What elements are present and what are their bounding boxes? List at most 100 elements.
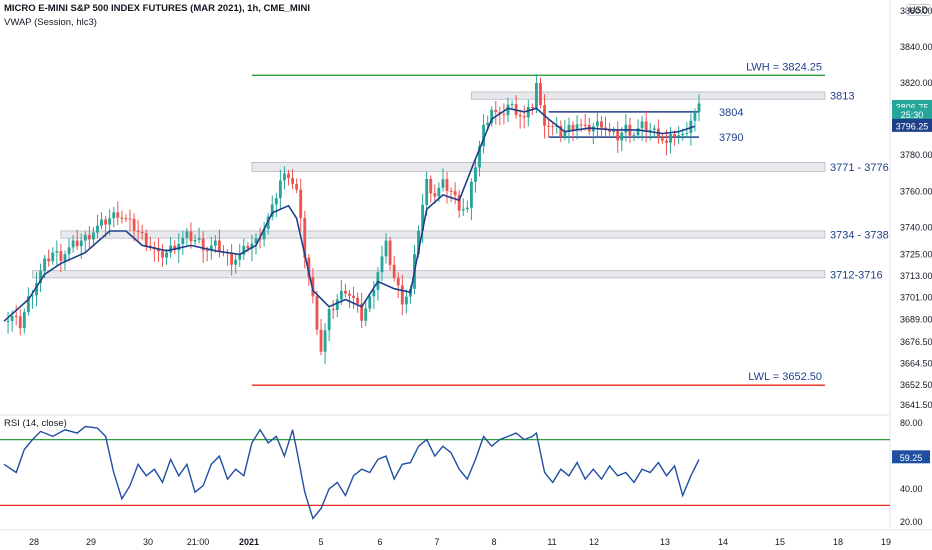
candle-body	[100, 219, 103, 226]
candle-body	[404, 296, 408, 305]
candle-body	[400, 285, 404, 305]
candle-body	[356, 297, 360, 304]
candle-body	[575, 124, 579, 131]
candle-body	[120, 217, 124, 219]
candle-body	[331, 309, 335, 311]
candle-body	[457, 195, 461, 211]
candle-body	[559, 125, 563, 137]
price-tick-label: 3820.00	[900, 78, 932, 88]
candle-body	[685, 132, 689, 134]
candle-body	[234, 259, 238, 265]
candle-body	[165, 252, 168, 258]
candle-body	[677, 135, 681, 137]
candle-body	[157, 249, 160, 252]
candle-body	[343, 290, 347, 294]
candle-body	[620, 132, 624, 141]
candle-body	[510, 104, 514, 106]
candle-body	[35, 283, 38, 296]
candle-body	[217, 240, 221, 253]
candle-body	[518, 114, 522, 117]
level-label: LWH = 3824.25	[746, 61, 822, 73]
candle-body	[75, 240, 79, 247]
candle-body	[433, 193, 437, 197]
candle-body	[624, 124, 628, 133]
candle-body	[242, 245, 246, 255]
candle-body	[213, 240, 217, 246]
candle-body	[632, 135, 636, 137]
price-tick-label: 3713.00	[900, 271, 932, 281]
time-tick-label: 6	[377, 537, 382, 547]
price-badge-label: 3806.75	[896, 102, 929, 112]
zone-label: 3734 - 3738	[830, 230, 889, 242]
candle-body	[453, 191, 457, 196]
candle-body	[67, 247, 71, 255]
zone-box	[60, 230, 826, 239]
candle-body	[441, 179, 445, 188]
time-tick-label: 30	[143, 537, 153, 547]
candle-body	[660, 138, 664, 141]
candle-body	[295, 183, 299, 190]
rsi-tick-label: 40.00	[900, 484, 923, 494]
time-tick-label: 7	[434, 537, 439, 547]
candle-body	[348, 293, 351, 296]
candle-body	[91, 232, 95, 240]
candle-body	[502, 114, 506, 116]
candle-body	[421, 204, 425, 231]
candle-body	[449, 190, 453, 192]
candle-body	[193, 239, 197, 242]
candle-body	[600, 121, 603, 128]
time-tick-label: 5	[318, 537, 323, 547]
zone-label: 3813	[830, 91, 854, 103]
candle-body	[238, 254, 242, 260]
candle-body	[384, 240, 388, 257]
candle-body	[380, 256, 384, 273]
candle-body	[55, 251, 59, 253]
candle-body	[352, 295, 355, 298]
candle-body	[116, 212, 120, 218]
candle-body	[551, 126, 555, 128]
candle-body	[39, 270, 43, 284]
candle-body	[18, 316, 22, 329]
candle-body	[461, 209, 465, 211]
price-tick-label: 3664.50	[900, 359, 932, 369]
candle-body	[547, 125, 551, 127]
candle-body	[563, 130, 567, 137]
candle-body	[652, 128, 656, 130]
candle-body	[522, 116, 526, 118]
candle-body	[490, 109, 494, 124]
candle-body	[26, 296, 30, 313]
candle-body	[108, 218, 112, 225]
candle-body	[10, 315, 14, 321]
candle-body	[486, 123, 490, 125]
candle-body	[307, 257, 311, 277]
price-tick-label: 3652.50	[900, 380, 932, 390]
candle-body	[335, 299, 339, 310]
candle-body	[364, 308, 368, 321]
candle-body	[506, 104, 510, 116]
candle-body	[681, 133, 685, 136]
candle-body	[669, 134, 672, 143]
candle-body	[136, 230, 140, 232]
candle-body	[43, 258, 47, 271]
candle-body	[132, 218, 136, 231]
candle-body	[539, 83, 542, 106]
level-label: 3790	[719, 132, 743, 144]
candle-body	[254, 238, 258, 244]
candle-body	[51, 252, 55, 262]
price-badge-label: 25:30	[901, 110, 924, 120]
time-tick-label: 15	[775, 537, 785, 547]
currency-label[interactable]: USD	[906, 4, 932, 16]
price-tick-label: 3689.00	[900, 314, 932, 324]
time-tick-label: 19	[881, 537, 891, 547]
rsi-tick-label: 20.00	[900, 517, 923, 527]
candle-body	[360, 303, 364, 321]
candle-body	[445, 179, 449, 191]
candle-body	[640, 121, 644, 129]
candle-body	[299, 189, 303, 218]
rsi-indicator-title: RSI (14, close)	[4, 418, 67, 429]
price-tick-label: 3760.00	[900, 186, 932, 196]
candle-body	[209, 245, 213, 251]
candle-body	[189, 231, 193, 242]
candle-body	[246, 245, 250, 249]
